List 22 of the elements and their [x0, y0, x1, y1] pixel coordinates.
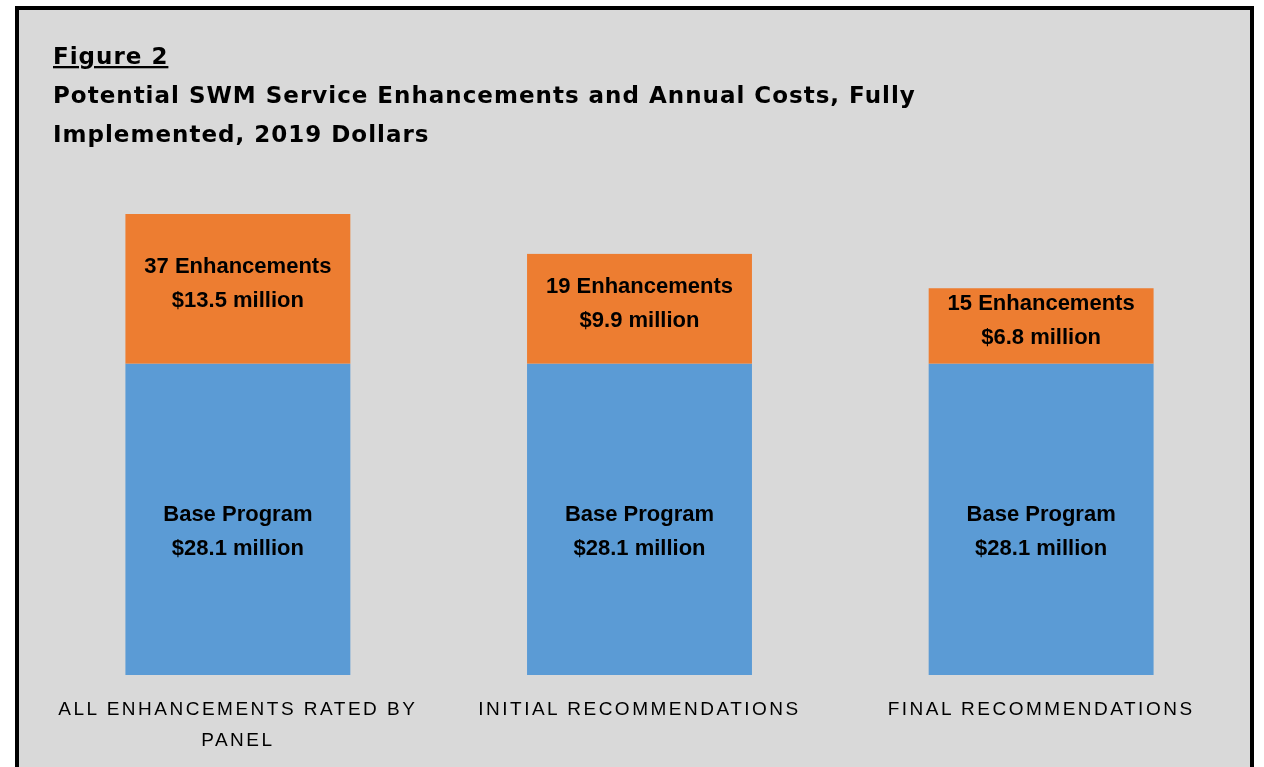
annotation: 19 Enhancements	[545, 272, 734, 298]
x-tick-label: FINAL RECOMMENDATIONS	[887, 698, 1195, 719]
series-label: Base Program	[966, 501, 1116, 527]
bar	[125, 363, 351, 675]
annotation: 37 Enhancements	[144, 252, 332, 278]
bar	[527, 363, 752, 675]
bar	[125, 214, 351, 364]
chart-subtitle: Potential SWM Service Enhancements and Annual Costs, Fully Implemented, 2019 Dollars	[53, 82, 916, 147]
x-tick-label: ALL ENHANCEMENTS RATED BY PANEL	[58, 698, 418, 750]
data-label: $6.8 million	[981, 323, 1102, 349]
bar	[928, 363, 1154, 675]
x-tick-label: INITIAL RECOMMENDATIONS	[478, 698, 801, 719]
data-label: $9.9 million	[579, 306, 700, 332]
annotation: 15 Enhancements	[947, 289, 1135, 315]
chart-title: Figure 2	[53, 43, 169, 69]
data-label: $28.1 million	[573, 535, 706, 561]
data-label: $28.1 million	[171, 535, 304, 561]
data-label: $13.5 million	[171, 286, 304, 312]
bar	[527, 253, 752, 364]
data-label: $28.1 million	[975, 535, 1108, 561]
text: Base Program	[564, 501, 715, 527]
text: Base Program	[163, 501, 313, 527]
